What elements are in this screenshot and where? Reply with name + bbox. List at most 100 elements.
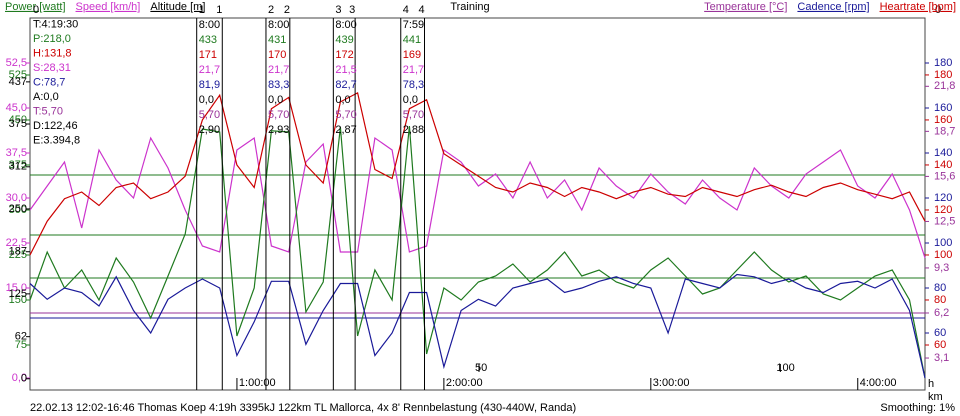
interval-value: 0,0 (335, 94, 350, 106)
y-tick-label: 125 (9, 288, 27, 300)
interval-value: 8:00 (335, 19, 356, 31)
interval-value: 2,87 (335, 124, 356, 136)
y-tick-label: 160 (934, 102, 952, 114)
axis-title: Altitude [m] (150, 1, 205, 13)
axis-title: Cadence [rpm] (797, 1, 869, 13)
interval-value: 5,70 (335, 109, 356, 121)
interval-value: 171 (199, 49, 217, 61)
axis-title: Heartrate [bpm] (880, 1, 956, 13)
y-tick-label: 150 (9, 294, 27, 306)
interval-value: 21,7 (199, 64, 220, 76)
y-tick-label: 30,0 (6, 192, 27, 204)
x-tick-label: 1:00:00 (239, 377, 276, 389)
y-tick-label: 52,5 (6, 57, 27, 69)
y-tick-label: 15,0 (6, 282, 27, 294)
y-tick-label: 60 (934, 327, 946, 339)
y-tick-label: 140 (934, 147, 952, 159)
y-tick-label: 312 (9, 161, 27, 173)
axis-title: Power [watt] (5, 1, 66, 13)
interval-value: 4 (403, 4, 409, 16)
interval-value: 172 (335, 49, 353, 61)
y-tick-label: 37,5 (6, 147, 27, 159)
distance-unit: km (928, 391, 943, 403)
axis-title: Speed [km/h] (76, 1, 141, 13)
interval-value: 2,88 (403, 124, 424, 136)
summary-item: A:0,0 (33, 91, 59, 103)
series-line (29, 273, 926, 379)
x-tick-label: 4:00:00 (860, 377, 897, 389)
y-tick-label: 187 (9, 246, 27, 258)
y-tick-label: 180 (934, 69, 952, 81)
y-tick-label: 450 (9, 114, 27, 126)
interval-value: 78,3 (403, 79, 424, 91)
y-tick-label: 0,0 (12, 372, 27, 384)
interval-value: 21,5 (335, 64, 356, 76)
y-tick-label: 120 (934, 204, 952, 216)
y-tick-label: 80 (934, 282, 946, 294)
y-tick-label: 62 (15, 331, 27, 343)
y-tick-label: 160 (934, 114, 952, 126)
y-tick-label: 45,0 (6, 102, 27, 114)
smoothing: Smoothing: 1% (880, 402, 955, 414)
interval-value: 0,0 (199, 94, 214, 106)
interval-value: 83,3 (268, 79, 289, 91)
interval-value: 5,70 (268, 109, 289, 121)
interval-value: 2 (268, 4, 274, 16)
plot-frame (29, 17, 926, 391)
y-tick-label: 120 (934, 192, 952, 204)
x-tick-label: 2:00:00 (446, 377, 483, 389)
x-tick-label: 3:00:00 (653, 377, 690, 389)
y-tick-label: 250 (9, 203, 27, 215)
y-tick-label: 3,1 (934, 352, 949, 364)
interval-label: 2 (284, 4, 290, 16)
series-line (29, 125, 926, 379)
y-tick-label: 75 (15, 339, 27, 351)
summary-item: 0 (33, 4, 39, 16)
series-line (29, 136, 926, 259)
interval-value: 441 (403, 34, 421, 46)
y-tick-label: 225 (9, 249, 27, 261)
summary-item: D:122,46 (33, 120, 78, 132)
interval-label: 1 (216, 4, 222, 16)
interval-value: 439 (335, 34, 353, 46)
corner-label: 0 (935, 4, 941, 16)
interval-value: 1 (199, 4, 205, 16)
interval-value: 82,7 (335, 79, 356, 91)
summary-item: E:3.394,8 (33, 134, 80, 146)
time-unit: h (928, 378, 934, 390)
y-tick-label: 12,5 (934, 215, 955, 227)
y-tick-label: 18,7 (934, 125, 955, 137)
interval-value: 2,90 (199, 124, 220, 136)
y-tick-label: 525 (9, 69, 27, 81)
summary-item: P:218,0 (33, 33, 71, 45)
y-tick-label: 140 (934, 159, 952, 171)
interval-value: 2,93 (268, 124, 289, 136)
interval-value: 3 (335, 4, 341, 16)
distance-tick-label: 50 (475, 362, 487, 374)
y-tick-label: 375 (9, 118, 27, 130)
interval-value: 0,0 (268, 94, 283, 106)
interval-value: 21,7 (403, 64, 424, 76)
chart-title: Training (450, 1, 489, 13)
interval-value: 7:59 (403, 19, 424, 31)
footer: 22.02.13 12:02-16:46 Thomas Koep 4:19h 3… (30, 402, 576, 414)
y-tick-label: 22,5 (6, 237, 27, 249)
interval-value: 169 (403, 49, 421, 61)
interval-label: 4 (419, 4, 425, 16)
interval-value: 21,7 (268, 64, 289, 76)
interval-value: 5,70 (403, 109, 424, 121)
summary-item: C:78,7 (33, 76, 65, 88)
summary-item: S:28,31 (33, 62, 71, 74)
y-tick-label: 300 (9, 204, 27, 216)
series-line (29, 92, 926, 256)
interval-value: 431 (268, 34, 286, 46)
interval-value: 8:00 (268, 19, 289, 31)
y-tick-label: 375 (9, 159, 27, 171)
y-tick-label: 9,3 (934, 262, 949, 274)
summary-item: H:131,8 (33, 47, 72, 59)
interval-value: 81,9 (199, 79, 220, 91)
interval-value: 433 (199, 34, 217, 46)
y-tick-label: 15,6 (934, 170, 955, 182)
